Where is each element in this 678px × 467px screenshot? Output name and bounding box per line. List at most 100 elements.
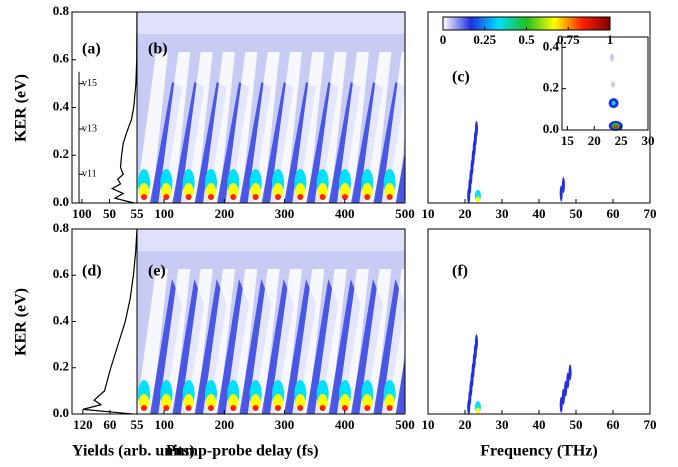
x-tick-label: 60: [103, 417, 116, 432]
blob: [206, 183, 216, 199]
blob: [406, 380, 418, 408]
x-axis-label: Frequency (THz): [480, 443, 597, 460]
x-tick-label: 200: [215, 417, 235, 432]
axes-frame: [561, 36, 649, 131]
blob: [252, 405, 259, 411]
x-tick-label: 70: [644, 417, 657, 432]
inset-bg: [562, 37, 648, 130]
band: [359, 269, 392, 414]
axes-frame: [427, 228, 651, 415]
spot: [475, 196, 480, 203]
blob: [407, 394, 417, 410]
spot: [561, 388, 565, 405]
blob: [295, 183, 306, 199]
band: [225, 269, 258, 414]
x-tick-label: 100: [154, 206, 174, 221]
blob: [208, 194, 214, 200]
blob: [384, 183, 395, 199]
y-tick-label: 0.8: [53, 220, 70, 235]
y-tick-label: 0.4: [543, 38, 560, 53]
spot: [474, 120, 478, 137]
y-tick-label: 0.6: [53, 51, 70, 66]
spot: [568, 364, 572, 381]
blob: [342, 194, 348, 200]
x-tick-label: 50: [570, 417, 583, 432]
y-tick-label: 0.6: [53, 266, 70, 281]
blob: [362, 183, 373, 199]
blob: [185, 405, 192, 411]
blob: [230, 194, 237, 200]
blob: [317, 183, 328, 199]
blob: [297, 405, 304, 411]
x-tick-label: 400: [335, 206, 355, 221]
blob: [386, 405, 393, 411]
blob: [141, 405, 147, 411]
y-tick-label: 0.2: [53, 146, 69, 161]
x-tick-label: 500: [395, 206, 415, 221]
band: [337, 52, 369, 203]
yield-curve: [110, 11, 138, 204]
band: [395, 356, 405, 414]
blob: [139, 394, 149, 410]
x-tick-label: 55: [131, 417, 145, 432]
blob: [364, 194, 371, 200]
panel-label: (d): [82, 263, 102, 280]
y-axis-label: KER (eV): [13, 288, 30, 356]
blob: [340, 394, 350, 410]
band: [203, 269, 235, 414]
spot: [559, 396, 563, 413]
contour-map: [137, 12, 415, 203]
x-tick-label: 70: [644, 206, 657, 221]
blob: [273, 394, 283, 410]
x-tick-label: 20: [459, 206, 472, 221]
y-tick-label: 0.2: [543, 80, 559, 95]
yield-curve: [82, 228, 138, 415]
spot: [474, 334, 478, 351]
band: [225, 52, 258, 203]
blob: [250, 183, 261, 199]
blob: [342, 405, 348, 411]
blob: [252, 194, 259, 200]
blob: [295, 394, 306, 410]
band: [359, 52, 392, 203]
x-tick-label: 40: [533, 417, 546, 432]
map-top: [137, 229, 405, 251]
x-tick-label: 300: [275, 417, 295, 432]
x-tick-label: 200: [215, 206, 235, 221]
x-tick-label: 100: [72, 206, 92, 221]
panel-label: (c): [452, 69, 470, 86]
contour-map: [467, 334, 572, 414]
annotation: v13: [82, 123, 97, 134]
axes-frame: [71, 228, 138, 415]
blob: [386, 194, 393, 200]
band: [337, 269, 369, 414]
y-axis-label: KER (eV): [13, 74, 30, 142]
x-tick-label: 100: [154, 417, 174, 432]
x-tick-label: 60: [607, 417, 620, 432]
blob: [384, 394, 395, 410]
blob: [206, 394, 216, 410]
colorbar-label: 0: [440, 32, 447, 47]
blob: [275, 405, 281, 411]
blob: [230, 405, 237, 411]
colorbar-label: 1: [607, 32, 614, 47]
x-tick-label: 30: [496, 417, 509, 432]
blob: [409, 194, 415, 200]
band: [158, 52, 191, 203]
x-tick-label: 50: [570, 206, 583, 221]
blob: [340, 183, 350, 199]
blob: [183, 394, 194, 410]
panel-label: (b): [148, 41, 168, 58]
blob: [183, 183, 194, 199]
blob: [297, 194, 304, 200]
spot: [561, 177, 565, 194]
blob: [163, 405, 170, 411]
x-tick-label: 55: [131, 206, 145, 221]
band: [247, 52, 280, 203]
band: [381, 52, 405, 203]
blob: [161, 183, 172, 199]
blob: [319, 194, 326, 200]
band: [381, 269, 405, 414]
spot: [559, 185, 563, 202]
band: [158, 269, 191, 414]
